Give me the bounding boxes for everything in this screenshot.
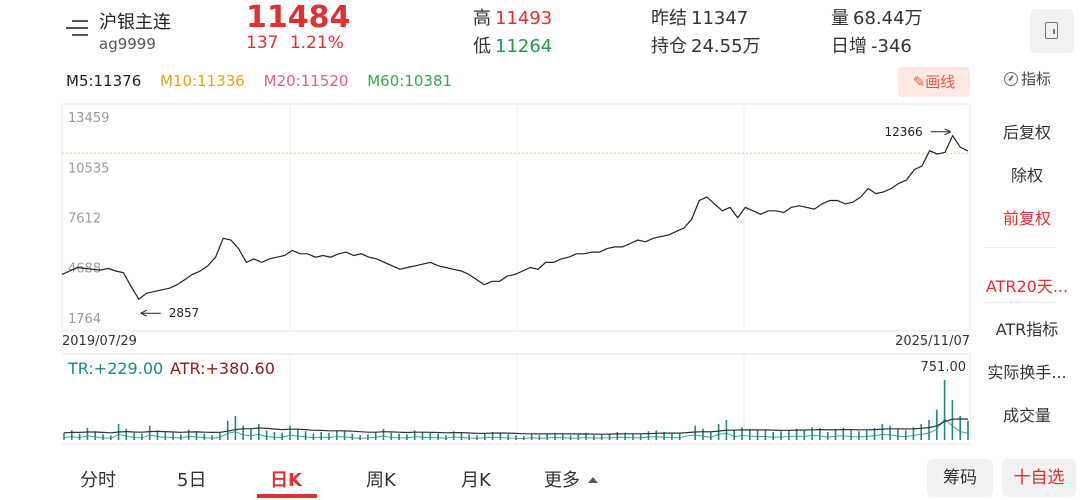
symbol-name[interactable]: 沪银主连 bbox=[99, 12, 171, 33]
phone-icon bbox=[1045, 22, 1058, 39]
quote-header: 沪银主连 ag9999 11484 137 1.21% 高 11493 低 1126… bbox=[0, 0, 1080, 62]
rp-item-turnover[interactable]: 实际换手... bbox=[987, 363, 1067, 382]
rp-item-ex-rights[interactable]: 除权 bbox=[1010, 166, 1043, 185]
kline-chart[interactable]: 13459 10535 7612 4688 1764 2857 12366 2019/07/2… bbox=[0, 0, 975, 460]
tab-weekly-k[interactable]: 周K bbox=[366, 470, 396, 491]
y-tick-label: 13459 bbox=[68, 111, 109, 126]
indicator-button[interactable]: 指标 bbox=[1004, 68, 1051, 89]
tr-bars bbox=[63, 380, 969, 440]
symbol-code: ag9999 bbox=[99, 35, 156, 53]
ma5-label: M5:11376 bbox=[66, 72, 142, 90]
rp-item-atr-indicator[interactable]: ATR指标 bbox=[995, 320, 1059, 339]
y-tick-label: 7612 bbox=[68, 211, 101, 226]
active-tab-indicator bbox=[257, 494, 317, 498]
tab-monthly-k[interactable]: 月K bbox=[461, 470, 491, 491]
x-start-date-label: 2019/07/29 bbox=[62, 334, 137, 349]
x-end-date-label: 2025/11/07 bbox=[895, 334, 970, 349]
divider bbox=[984, 247, 1056, 248]
rp-item-back-adjusted[interactable]: 后复权 bbox=[1002, 123, 1051, 142]
max-arrow-head bbox=[944, 128, 951, 136]
atr-value-label: ATR:+380.60 bbox=[170, 359, 275, 378]
price-change: 137 1.21% bbox=[246, 33, 344, 53]
vol-max-label: 751.00 bbox=[921, 360, 967, 375]
price-series-line bbox=[61, 134, 969, 301]
prev-settle-stat: 昨结 11347 bbox=[651, 8, 749, 29]
rp-item-volume[interactable]: 成交量 bbox=[1002, 406, 1051, 425]
ma-legend: M5:11376 M10:11336 M20:11520 M60:10381 bbox=[66, 72, 466, 90]
y-tick-label: 1764 bbox=[68, 312, 101, 327]
tr-value-label: TR:+229.00 bbox=[67, 359, 163, 378]
volume-stat: 量 68.44万 bbox=[831, 8, 923, 29]
atr-series-line bbox=[63, 418, 969, 435]
landscape-toggle-button[interactable] bbox=[1030, 9, 1074, 53]
open-interest-stat: 持仓 24.55万 bbox=[651, 36, 761, 57]
draw-line-button[interactable]: ✎画线 bbox=[898, 67, 970, 97]
daily-change-stat: 日增 -346 bbox=[831, 36, 912, 57]
rp-item-forward-adjusted[interactable]: 前复权 bbox=[1002, 209, 1051, 228]
min-arrow-head bbox=[140, 309, 148, 317]
ma20-label: M20:11520 bbox=[263, 72, 349, 90]
tab-more[interactable]: 更多 bbox=[544, 466, 598, 492]
pencil-icon: ✎ bbox=[912, 73, 926, 91]
tab-5day[interactable]: 5日 bbox=[177, 470, 207, 491]
y-tick-label: 4688 bbox=[68, 262, 101, 277]
low-stat: 低 11264 bbox=[473, 36, 553, 57]
gauge-icon bbox=[1004, 72, 1018, 86]
last-price: 11484 bbox=[246, 0, 351, 35]
chips-button[interactable]: 筹码 bbox=[927, 459, 993, 497]
ma10-label: M10:11336 bbox=[160, 72, 245, 90]
ma60-label: M60:10381 bbox=[367, 72, 453, 90]
tab-daily-k[interactable]: 日K bbox=[270, 470, 302, 491]
caret-up-icon bbox=[588, 477, 598, 483]
rp-item-atr20[interactable]: ATR20天... bbox=[985, 277, 1069, 296]
max-price-annotation: 12366 bbox=[884, 125, 922, 139]
y-tick-label: 10535 bbox=[68, 161, 109, 176]
tr-series-line bbox=[63, 418, 969, 440]
add-watchlist-button[interactable]: 十自选 bbox=[1002, 459, 1076, 497]
tab-intraday[interactable]: 分时 bbox=[80, 470, 116, 491]
min-price-annotation: 2857 bbox=[169, 306, 200, 320]
menu-icon[interactable] bbox=[66, 20, 90, 40]
divider bbox=[984, 302, 1056, 303]
high-stat: 高 11493 bbox=[473, 8, 553, 29]
